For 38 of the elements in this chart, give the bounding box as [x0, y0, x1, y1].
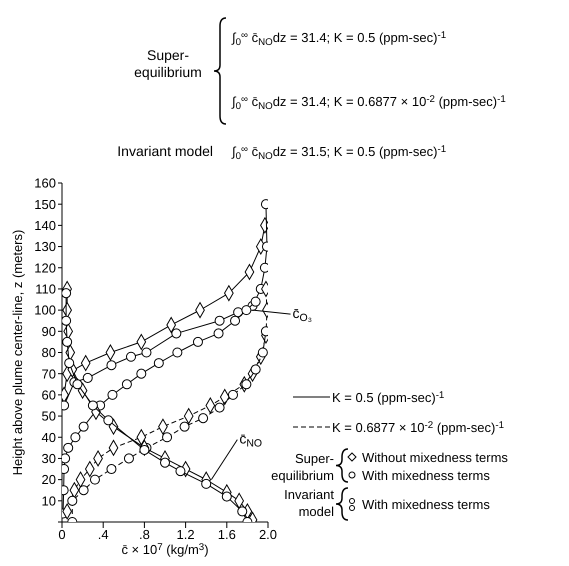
y-tick-label: 50: [42, 408, 56, 424]
annotation: c̄$_{O₃}$: [292, 305, 312, 324]
x-tick-label: .4: [98, 527, 109, 542]
y-tick-label: 150: [34, 196, 56, 212]
text: K = 0.6877 × 10$^{-2}$ (ppm-sec)$^{-1}$: [332, 420, 504, 435]
x-tick-label: 2.0: [258, 527, 278, 542]
x-axis-title: c̄ × 10$^{7}$ (kg/m$^{3}$): [121, 542, 209, 557]
text: Invariant model: [284, 487, 334, 519]
text: ∫$_{0}$$^{∞}$ c̄$_{NO}$dz = 31.4; K = 0.5 (ppm-sec)$^{-1}$: [231, 30, 446, 48]
text: Super- equilibrium: [271, 451, 334, 483]
y-tick-label: 90: [42, 324, 56, 339]
x-tick-label: 1.6: [218, 527, 236, 542]
y-tick-label: 120: [34, 260, 56, 276]
y-tick-label: 10: [42, 493, 56, 508]
x-tick-label: 0: [58, 527, 66, 542]
y-axis-title: Height above plume center-line, z (meters): [10, 230, 25, 476]
y-tick-label: 160: [34, 176, 56, 191]
text: Invariant model: [117, 143, 213, 159]
y-tick-label: 30: [42, 451, 56, 466]
y-tick-label: 20: [42, 472, 56, 488]
text: With mixedness terms: [362, 468, 490, 483]
y-tick-label: 110: [35, 282, 56, 297]
x-tick-label: 1.2: [176, 527, 195, 542]
y-tick-label: 40: [42, 430, 56, 445]
text: ∫$_{0}$$^{∞}$ c̄$_{NO}$dz = 31.5; K = 0.5 (ppm-sec)$^{-1}$: [231, 144, 446, 162]
text: Super- equilibrium: [134, 47, 202, 80]
y-tick-label: 140: [34, 218, 56, 233]
x-tick-label: .8: [138, 527, 150, 542]
y-tick-label: 60: [42, 387, 56, 402]
text: K = 0.5 (ppm-sec)$^{-1}$: [332, 390, 444, 405]
text: ∫$_{0}$$^{∞}$ c̄$_{NO}$dz = 31.4; K = 0.6877 × 10$^{-2}$ (ppm-sec)$^{-1}$: [232, 94, 506, 112]
y-tick-label: 80: [42, 345, 56, 360]
y-tick-label: 100: [34, 302, 56, 318]
text: With mixedness terms: [362, 497, 490, 512]
annotation: c̄$_{NO}$: [239, 430, 262, 450]
y-tick-label: 70: [42, 366, 56, 382]
y-tick-label: 130: [34, 239, 56, 254]
text: Without mixedness terms: [362, 450, 508, 465]
